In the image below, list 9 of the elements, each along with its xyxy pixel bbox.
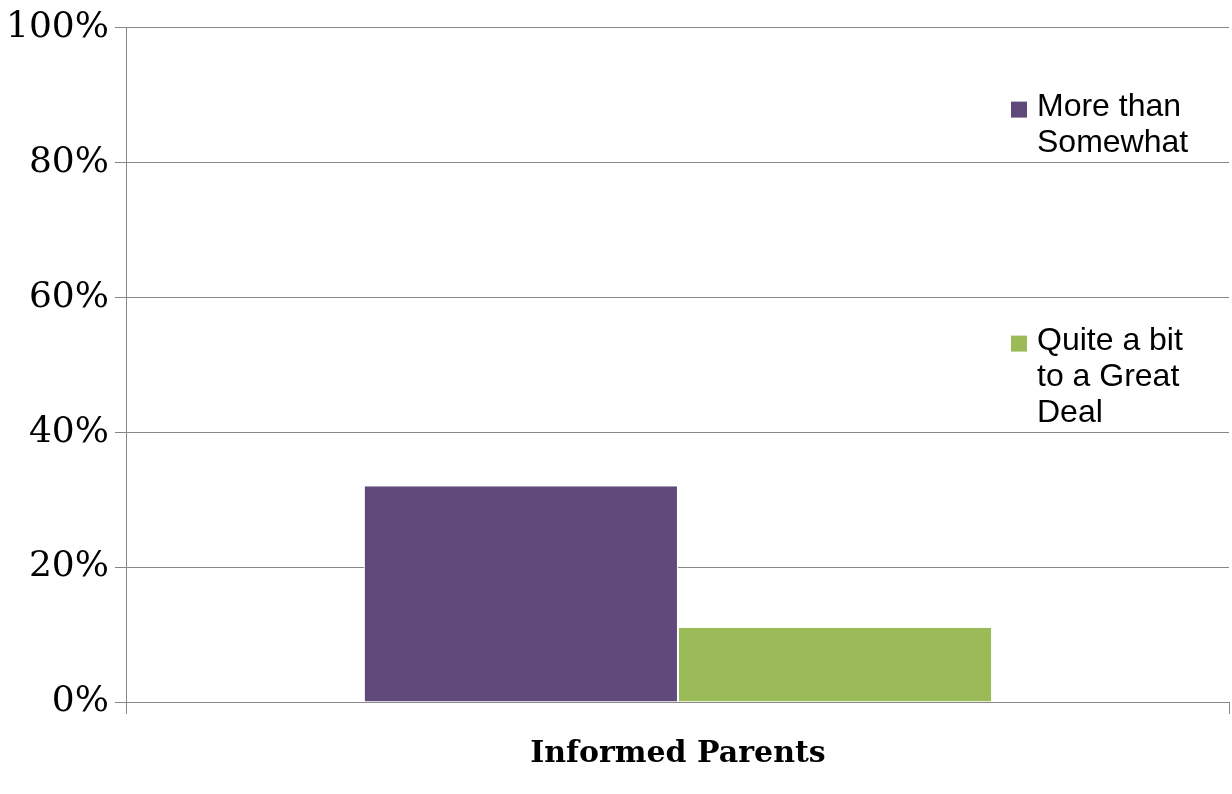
- y-tick-label: 20%: [28, 543, 109, 585]
- y-tick-label: 60%: [28, 273, 109, 315]
- y-tick-label: 40%: [28, 408, 109, 450]
- legend-label: More than Somewhat: [1037, 87, 1189, 160]
- y-tick-label: 80%: [28, 138, 109, 180]
- legend-label: Quite a bit to a Great Deal: [1037, 321, 1183, 430]
- x-tick-label: Informed Parents: [530, 733, 826, 769]
- y-tick-label: 100%: [6, 3, 109, 45]
- y-tick-label: 0%: [51, 678, 109, 720]
